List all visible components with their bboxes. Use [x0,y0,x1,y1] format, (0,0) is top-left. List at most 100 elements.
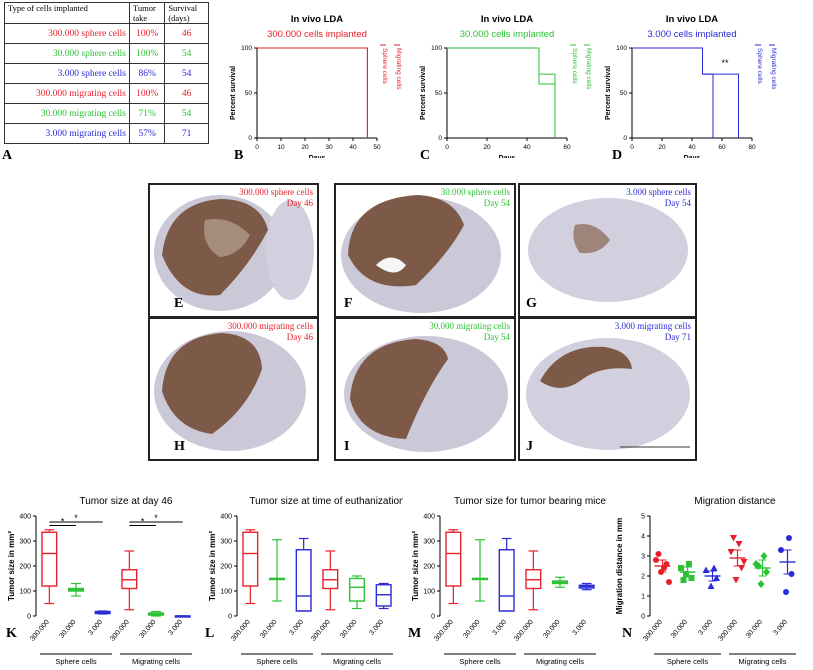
data-point [655,551,662,557]
histology-caption: 30.000 sphere cells Day 54 [441,187,510,209]
panel-label-m: M [408,626,422,641]
x-tick-label: 20 [658,144,666,151]
caption-cells: 3.000 sphere cells [626,187,691,197]
chart-subtitle: 300.000 cells implanted [267,29,367,40]
group-label: Sphere cells [459,657,501,666]
data-point [778,547,784,553]
group-label: Sphere cells [256,657,298,666]
table-row: 30.000 migrating cells 71% 54 [4,103,209,124]
survival-curve-sphere [257,47,368,138]
y-tick-label: 4 [641,534,645,541]
category-label: 300.000 [230,619,252,643]
table-header-type: Type of cells implanted [4,2,130,24]
histology-panel-h: 300.000 migrating cells Day 46 H [148,317,319,461]
brain-section-image [528,198,688,302]
y-axis-label: Tumor size in mm² [411,531,420,601]
panel-label-b: B [234,148,244,163]
histology-caption: 3.000 sphere cells Day 54 [626,187,691,209]
y-tick-label: 0 [641,614,645,621]
histology-caption: 30.000 migrating cells Day 54 [429,321,510,343]
y-tick-label: 400 [19,514,31,521]
y-tick-label: 0 [27,614,31,621]
y-axis-label: Migration distance in mm [615,518,624,614]
panel-label-j: J [526,439,533,454]
category-label: 300.000 [433,619,455,643]
panel-label-g: G [526,296,537,311]
scatter-chart-n: Migration distance 0 1 2 3 4 5 Migration distan… [615,496,796,666]
category-label: 3.000 [369,619,386,637]
caption-cells: 300.000 sphere cells [239,187,313,197]
y-tick-label: 400 [220,514,232,521]
table-row: 300.000 migrating cells 100% 46 [4,83,209,104]
survival-chart-b: In vivo LDA 300.000 cells implanted 0 10 20 3… [230,14,402,158]
panel-label-d: D [612,148,623,163]
data-point [707,582,715,589]
table-cell-survival: 54 [164,103,209,124]
category-label: 3.000 [572,619,589,637]
chart-title: Migration distance [694,496,776,507]
caption-day: Day 46 [286,332,313,342]
y-axis-label: Tumor size in mm² [208,531,217,601]
y-axis-label: Tumor size in mm² [7,531,16,601]
y-tick-label: 3 [641,554,645,561]
x-tick-label: 40 [523,144,531,151]
x-tick-label: 20 [483,144,491,151]
y-tick-label: 0 [228,614,232,621]
category-label: 30.000 [462,619,481,640]
survival-chart-d: In vivo LDA 3.000 cells implanted 0 20 40 60 8… [605,14,777,158]
chart-subtitle: 30.000 cells implanted [460,29,555,40]
data-point [683,571,689,577]
group-label: Migrating cells [132,657,180,666]
caption-day: Day 54 [483,198,510,208]
group-label: Sphere cells [667,657,709,666]
category-label: 3.000 [168,619,185,637]
x-tick-label: 0 [630,144,634,151]
box [348,577,366,602]
histology-panel-e: 300.000 sphere cells Day 46 E [148,183,319,318]
category-label: 300.000 [109,619,131,643]
panel-label-i: I [344,439,350,454]
x-tick-label: 60 [718,144,726,151]
legend-label: Sphere cells [571,48,578,85]
category-label: 30.000 [745,619,764,640]
y-tick-label: 50 [435,90,443,97]
caption-cells: 3.000 migrating cells [614,321,691,331]
boxplot-chart-m: Tumor size for tumor bearing mice 0 100 200… [411,496,606,666]
caption-day: Day 54 [664,198,691,208]
chart-title: In vivo LDA [481,14,533,25]
histology-panel-f: 30.000 sphere cells Day 54 F [334,183,516,318]
data-point [763,568,770,576]
panel-label-n: N [622,626,633,641]
table-cell-type: 30.000 migrating cells [4,103,130,124]
histology-panel-g: 3.000 sphere cells Day 54 G [518,183,697,318]
table-header-survival: Survival (days) [164,2,209,24]
category-label: 30.000 [138,619,157,640]
y-tick-label: 0 [438,135,442,142]
histology-caption: 3.000 migrating cells Day 71 [615,321,691,343]
y-tick-label: 5 [641,514,645,521]
survival-curve-migrating [447,47,556,138]
data-point [760,552,768,560]
brain-section-image [154,195,314,311]
category-label: 3.000 [289,619,306,637]
table-cell-take: 100% [128,43,166,64]
category-label: 30.000 [58,619,77,640]
caption-cells: 300.000 migrating cells [227,321,313,331]
y-tick-label: 100 [431,45,442,52]
caption-cells: 30.000 sphere cells [440,187,510,197]
y-axis-label: Percent survival [230,66,237,120]
y-tick-label: 2 [641,574,645,581]
table-cell-type: 300.000 sphere cells [4,23,130,44]
chart-title: In vivo LDA [291,14,343,25]
category-label: 300.000 [717,619,739,643]
data-point [702,566,710,573]
panel-label-a: A [2,148,13,163]
panel-label-k: K [6,626,17,641]
category-label: 30.000 [670,619,689,640]
y-tick-label: 300 [423,539,435,546]
y-axis-label: Percent survival [605,66,612,120]
table-row: 300.000 sphere cells 100% 46 [4,23,209,44]
box [242,531,259,587]
x-tick-label: 10 [277,144,285,151]
brain-section-image [526,338,690,450]
